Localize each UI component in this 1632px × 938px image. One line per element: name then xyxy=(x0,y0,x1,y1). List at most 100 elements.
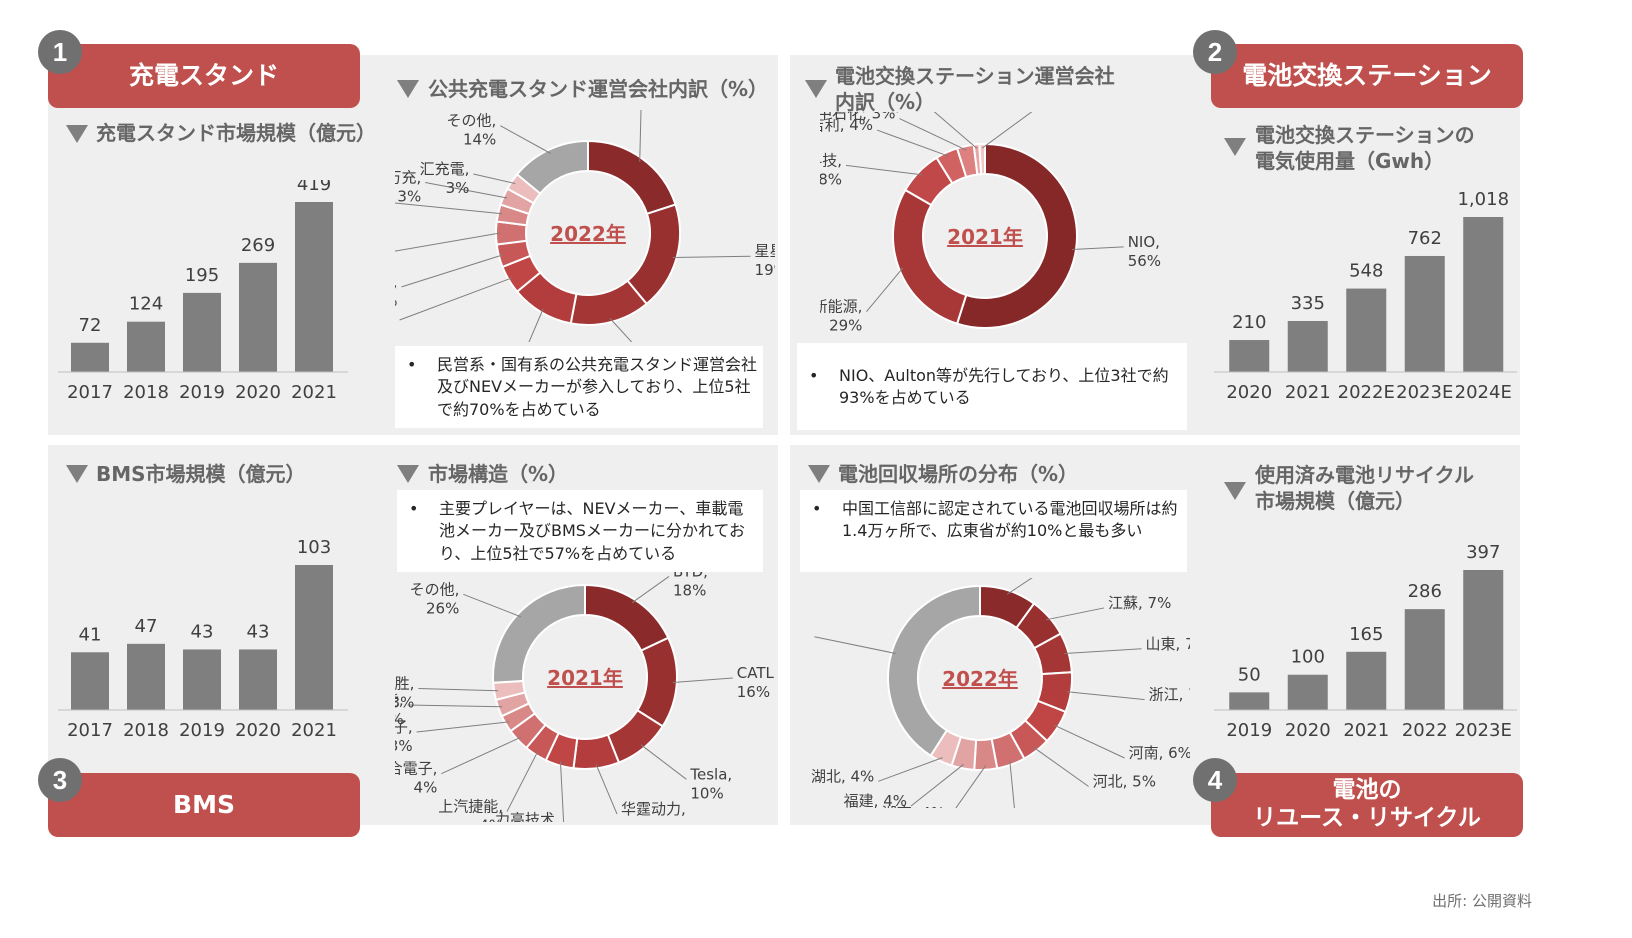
donut-slice xyxy=(955,142,1078,329)
bullet: • xyxy=(812,499,822,518)
bar-2024E xyxy=(1463,217,1504,372)
donut-center-label: 2022年 xyxy=(942,667,1018,691)
slice-label: 中石化, 3% xyxy=(820,112,895,123)
bar-chart-recycle-market: 50 2019 100 2020 165 2021 286 2022 397 2023E xyxy=(1214,542,1517,741)
donut-slice xyxy=(587,139,677,216)
leader-line xyxy=(528,308,544,342)
note-bms-structure: • 主要プレイヤーは、NEVメーカー、車載電池メーカー及びBMSメーカーに分かれ… xyxy=(397,490,763,572)
note-text: 民営系・国有系の公共充電スタンド運営会社及びNEVメーカーが参入しており、上位5… xyxy=(437,355,758,419)
slice-label: 国电投, 1% xyxy=(851,112,929,114)
leader-line xyxy=(1033,747,1089,787)
axis-tick-label: 2017 xyxy=(67,720,113,741)
note-swap-operators: • NIO、Aulton等が先行しており、上位3社で約93%を占めている xyxy=(797,343,1187,430)
leader-line xyxy=(441,736,522,775)
axis-tick-label: 2021 xyxy=(1343,720,1389,741)
leader-line xyxy=(500,125,551,154)
leader-line xyxy=(399,277,513,321)
section-number-1: 1 xyxy=(38,30,82,74)
slice-label: BYD,18% xyxy=(673,572,708,599)
source-note: 出所: 公開資料 xyxy=(1432,892,1532,910)
axis-tick-label: 2020 xyxy=(1285,720,1331,741)
bar-2019 xyxy=(1229,692,1270,710)
axis-tick-label: 2022E xyxy=(1338,382,1395,403)
axis-tick-label: 2021 xyxy=(1285,382,1331,403)
axis-tick-label: 2018 xyxy=(123,382,169,403)
chart-title-swap-power: 電池交換ステーションの 電気使用量（Gwh） xyxy=(1255,123,1475,173)
leader-line xyxy=(1071,246,1124,250)
chart-title-bms-market: BMS市場規模（億元） xyxy=(96,462,306,486)
slice-label: 奥動新能源,29% xyxy=(820,298,862,335)
bullet: • xyxy=(409,499,419,518)
axis-tick-label: 2023E xyxy=(1455,720,1512,741)
axis-tick-label: 2019 xyxy=(1226,720,1272,741)
axis-tick-label: 2020 xyxy=(235,720,281,741)
leader-line xyxy=(933,112,978,149)
bar-2023E xyxy=(1463,570,1504,710)
bar-value-label: 762 xyxy=(1408,228,1442,249)
leader-line xyxy=(845,164,922,176)
donut-slice xyxy=(492,583,586,684)
bar-value-label: 41 xyxy=(79,624,102,645)
triangle-icon xyxy=(808,465,830,483)
axis-tick-label: 2022 xyxy=(1402,720,1448,741)
chart-title-charging-operators: 公共充電スタンド運営会社内訳（%） xyxy=(428,77,769,101)
slice-label: Tesla, 10% xyxy=(689,765,732,802)
donut-chart-bms-structure: BYD,18% CATL,16% Tesla,10%华霆动力,8% 力高技术,5%上汽… xyxy=(395,572,775,822)
leader-line xyxy=(955,765,986,808)
leader-line xyxy=(407,704,503,708)
donut-center-label: 2022年 xyxy=(550,222,626,246)
bullet: • xyxy=(407,355,417,374)
bar-2017 xyxy=(71,652,109,710)
bar-2020 xyxy=(1287,674,1328,710)
axis-tick-label: 2019 xyxy=(179,720,225,741)
bullet: • xyxy=(809,366,819,385)
donut-slice xyxy=(978,142,986,176)
leader-line xyxy=(609,317,633,342)
leader-line xyxy=(395,232,501,252)
slice-label: CATL, 16% xyxy=(737,664,775,701)
leader-line xyxy=(814,636,896,654)
leader-line xyxy=(876,129,949,157)
section-number-3: 3 xyxy=(38,758,82,802)
bar-value-label: 124 xyxy=(129,294,163,315)
bar-chart-bms-market: 41 2017 47 2018 43 2019 43 2020 103 2021 xyxy=(58,537,348,741)
donut-center-label: 2021年 xyxy=(947,225,1023,249)
axis-tick-label: 2023E xyxy=(1396,382,1453,403)
slice-label: その他, 14% xyxy=(447,112,497,149)
triangle-icon xyxy=(1224,482,1246,500)
bar-2018 xyxy=(127,643,165,710)
leader-line xyxy=(473,173,516,185)
leader-line xyxy=(401,254,503,288)
triangle-icon xyxy=(66,125,88,143)
bar-value-label: 43 xyxy=(247,621,270,642)
bar-2023E xyxy=(1404,255,1445,372)
bar-2020 xyxy=(1229,340,1270,372)
banner-swap: 電池交換ステーション xyxy=(1211,44,1523,108)
leader-line xyxy=(1009,760,1015,808)
section-number-2: 2 xyxy=(1193,30,1237,74)
slice-label: 普瑞均胜,3% xyxy=(395,675,414,712)
leader-line xyxy=(418,688,499,692)
slice-label: 山東, 7% xyxy=(1146,635,1190,653)
leader-line xyxy=(559,761,565,822)
leader-line xyxy=(672,677,733,684)
donut-chart-swap-operators: NIO,56% 奥動新能源,29% 伯坦科技,8% 吉利, 4%中石化, 3%国电投,… xyxy=(820,112,1161,335)
bar-value-label: 548 xyxy=(1349,261,1383,282)
leader-line xyxy=(1006,578,1033,595)
leader-line xyxy=(910,764,964,807)
bar-2022E xyxy=(1346,288,1387,372)
bar-2021 xyxy=(295,565,333,710)
section-number-4: 4 xyxy=(1193,758,1237,802)
note-text: NIO、Aulton等が先行しており、上位3社で約93%を占めている xyxy=(839,366,1169,408)
leader-line xyxy=(899,118,967,151)
note-recycle-sites: • 中国工信部に認定されている電池回収場所は約1.4万ヶ所で、広東省が約10%と… xyxy=(800,490,1187,572)
slice-label: 联合電子,4% xyxy=(395,760,437,797)
leader-line xyxy=(1064,648,1142,654)
axis-tick-label: 2019 xyxy=(179,382,225,403)
slice-label: 吉利, 4% xyxy=(820,116,873,134)
donut-slice xyxy=(887,584,981,758)
triangle-icon xyxy=(805,80,827,98)
axis-tick-label: 2020 xyxy=(1226,382,1272,403)
chart-title-charging-market: 充電スタンド市場規模（億元） xyxy=(96,121,376,145)
leader-line xyxy=(416,721,510,733)
